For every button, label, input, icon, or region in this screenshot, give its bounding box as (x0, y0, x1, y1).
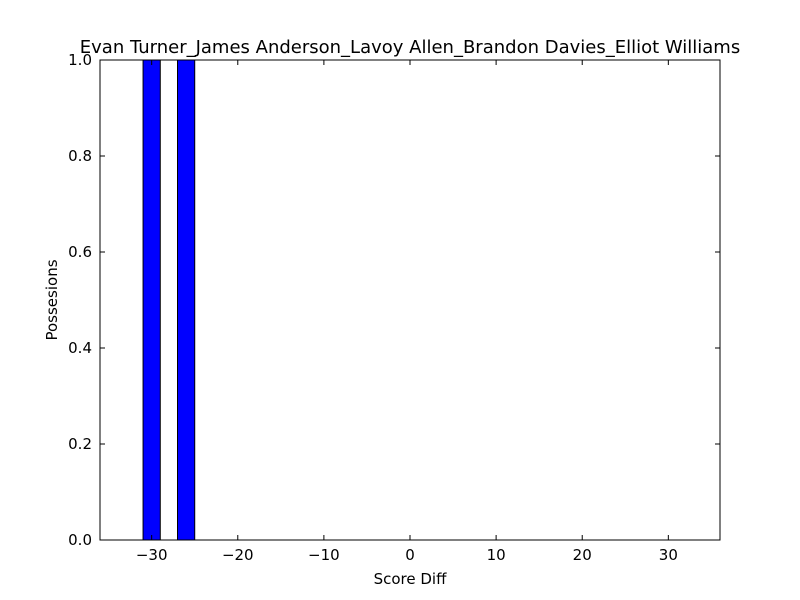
y-tick-label-1: 0.2 (68, 435, 92, 453)
y-tick-label-5: 1.0 (68, 51, 92, 69)
x-tick-label-3: 0 (405, 546, 415, 564)
x-tick-label-1: −20 (222, 546, 254, 564)
y-tick-label-2: 0.4 (68, 339, 92, 357)
x-tick-label-4: 10 (487, 546, 506, 564)
x-axis-label: Score Diff (374, 570, 447, 588)
x-tick-label-5: 20 (573, 546, 592, 564)
y-axis-label: Possesions (43, 259, 61, 340)
bar-1 (177, 59, 196, 541)
bar-0 (142, 59, 161, 541)
x-tick-label-2: −10 (308, 546, 340, 564)
ticks-group: −30 −20 −10 0 10 20 30 0.0 0.2 0.4 0.6 0.8 1.0 (68, 51, 720, 564)
x-tick-label-0: −30 (136, 546, 168, 564)
y-tick-label-0: 0.0 (68, 531, 92, 549)
y-tick-label-4: 0.8 (68, 147, 92, 165)
chart-title: Evan Turner_James Anderson_Lavoy Allen_B… (80, 37, 740, 58)
plot-frame (99, 59, 721, 541)
bars-group (142, 59, 196, 541)
x-tick-label-6: 30 (659, 546, 678, 564)
y-tick-label-3: 0.6 (68, 243, 92, 261)
